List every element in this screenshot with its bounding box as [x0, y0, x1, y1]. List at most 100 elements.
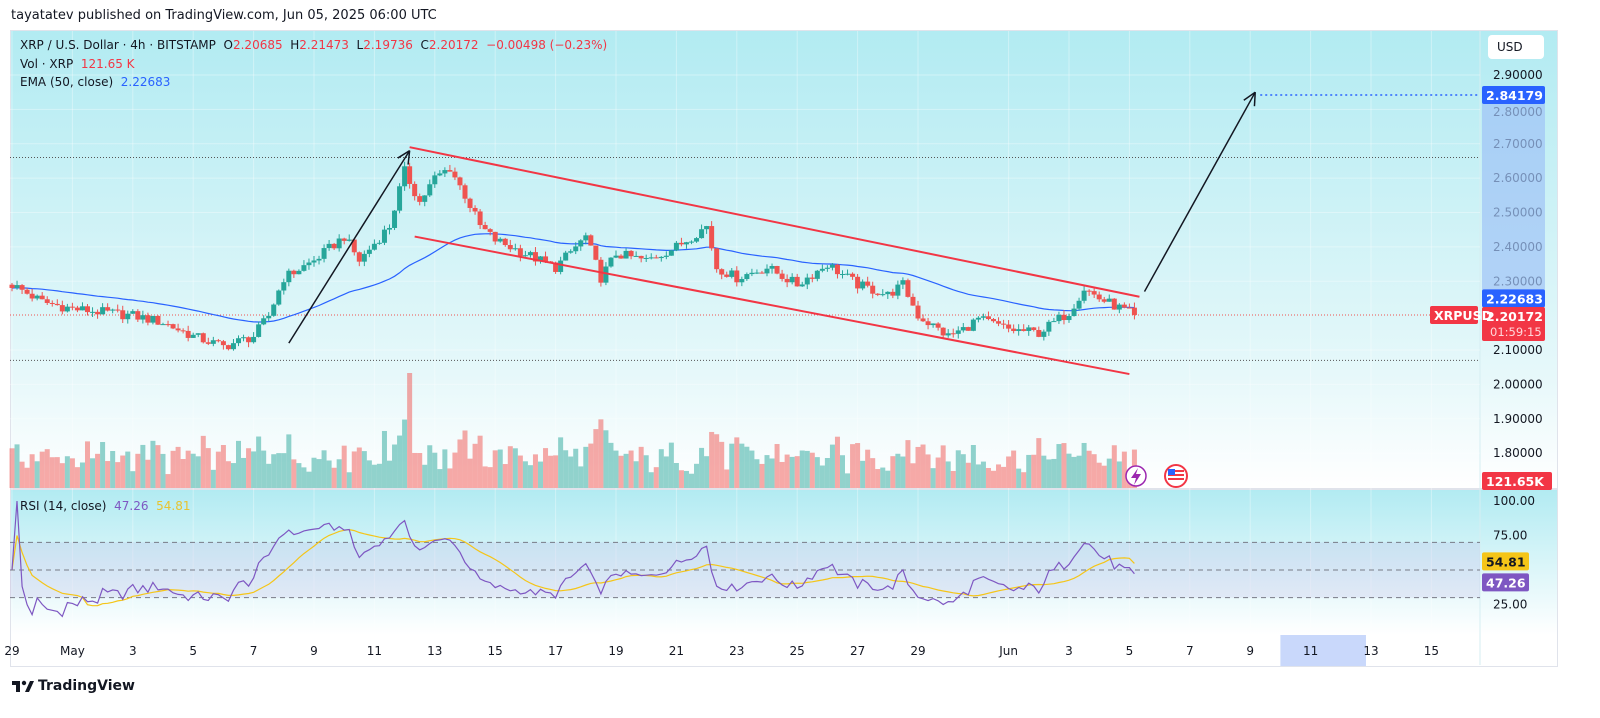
arrow-head [407, 150, 411, 165]
candle-body [1066, 316, 1072, 321]
candle [1076, 297, 1082, 311]
candle [69, 302, 75, 311]
candle [361, 250, 367, 267]
candle-body [1041, 331, 1047, 337]
x-tick-label: 15 [488, 644, 503, 658]
volume-bar [608, 442, 614, 488]
candle [482, 221, 488, 230]
x-tick-label: 27 [850, 644, 865, 658]
candle [49, 300, 55, 307]
candle-body [336, 238, 342, 249]
x-tick-label: 11 [367, 644, 382, 658]
candle [236, 335, 241, 347]
volume-bar [301, 467, 307, 488]
candle-body [85, 306, 90, 313]
volume-bar [437, 469, 443, 488]
candle-body [447, 170, 453, 172]
candle [356, 251, 362, 267]
candle [1006, 320, 1012, 333]
x-tick-label: 7 [250, 644, 258, 658]
candle [678, 237, 684, 247]
candle-body [704, 226, 710, 230]
candle [487, 228, 493, 236]
volume-bar [991, 470, 996, 488]
volume-bar [170, 450, 176, 488]
volume-bar [331, 467, 337, 488]
volume-bar [970, 445, 976, 488]
candle [125, 310, 131, 324]
candle [583, 232, 589, 245]
volume-bar [764, 455, 770, 488]
candle [437, 170, 443, 177]
volume-bar [251, 451, 257, 488]
candle-body [331, 243, 337, 249]
candle [1026, 324, 1032, 336]
candle-body [44, 299, 50, 303]
candle-body [407, 166, 413, 184]
candle [90, 307, 96, 317]
candle-body [24, 289, 30, 294]
countdown-label: 01:59:15 [1490, 325, 1542, 339]
candle [618, 254, 624, 259]
candle [960, 323, 966, 333]
volume-bar [855, 443, 861, 488]
x-tick-label: 9 [310, 644, 318, 658]
volume-bar [492, 450, 498, 488]
volume-bar [1046, 459, 1052, 488]
volume-bar [246, 448, 252, 488]
candle-body [261, 318, 267, 325]
candle [980, 313, 986, 321]
volume-bar [281, 453, 287, 488]
volume-bar [1026, 454, 1032, 488]
volume-bar [150, 440, 156, 488]
candle-body [734, 270, 740, 283]
candle-body [512, 248, 518, 250]
volume-value-label: 121.65K [1486, 474, 1545, 489]
volume-bar [809, 452, 815, 488]
volume-bar [729, 443, 735, 488]
candle-body [49, 302, 55, 304]
candle [860, 279, 866, 291]
volume-bar [190, 453, 196, 488]
volume-bar [985, 467, 991, 488]
candle-body [412, 183, 418, 197]
candle [799, 281, 805, 287]
volume-bar [965, 462, 971, 488]
candle [563, 250, 569, 261]
candle [387, 224, 392, 235]
change-value: −0.00498 (−0.23%) [486, 38, 608, 52]
candle [930, 323, 936, 328]
volume-bar [140, 444, 146, 488]
candle-body [779, 273, 785, 279]
volume-label[interactable]: Vol · XRP [20, 57, 74, 71]
rsi-label[interactable]: RSI (14, close) [20, 499, 107, 513]
candle [95, 309, 101, 319]
volume-bar [663, 456, 669, 488]
volume-bar [432, 452, 438, 488]
candle-body [880, 294, 886, 296]
candle [608, 257, 614, 268]
candle [568, 249, 574, 254]
volume-bar [824, 458, 830, 488]
candle-body [759, 272, 765, 274]
tradingview-logo[interactable]: TradingView [12, 678, 135, 694]
volume-bar [452, 452, 458, 488]
candle-body [477, 211, 483, 226]
candle [1066, 313, 1072, 323]
candle-body [356, 252, 362, 262]
currency-button[interactable]: USD [1488, 35, 1544, 59]
candle-body [346, 239, 352, 241]
chart-frame [10, 30, 1558, 667]
channel-lower-line [414, 235, 1130, 376]
candle [794, 273, 800, 287]
volume-bar [64, 456, 70, 488]
candle-body [900, 280, 906, 285]
volume-bar [1006, 456, 1012, 488]
candle-body [29, 293, 35, 299]
high-value: 2.21473 [299, 38, 349, 52]
candle [351, 239, 357, 256]
symbol-title[interactable]: XRP / U.S. Dollar · 4h · BITSTAMP [20, 38, 216, 52]
ema-label[interactable]: EMA (50, close) [20, 75, 114, 89]
candle [155, 315, 161, 325]
